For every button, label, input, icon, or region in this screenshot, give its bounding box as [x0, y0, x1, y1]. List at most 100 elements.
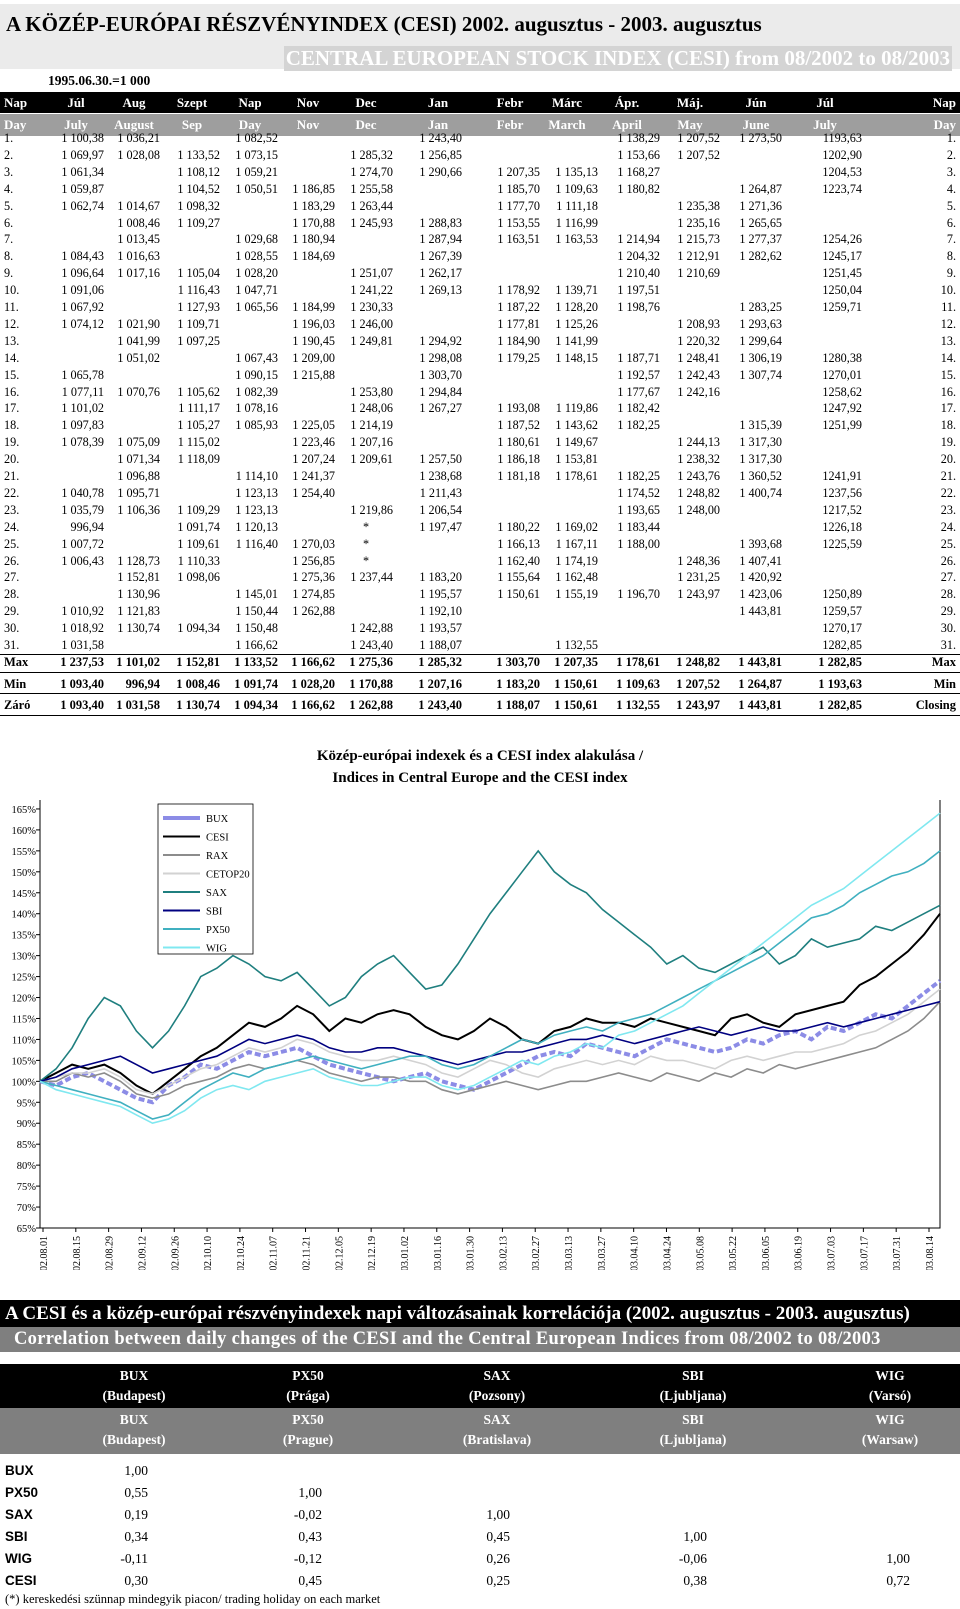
table-cell: 1280,38	[822, 350, 862, 365]
series-line-px50	[39, 850, 941, 1120]
table-cell: 12.	[4, 316, 20, 331]
table-cell: 7.	[946, 232, 956, 247]
stat-cell: 1 303,70	[496, 655, 540, 669]
stat-cell: 1 207,16	[418, 677, 462, 691]
correlation-header-cell: (Pozsony)	[468, 1388, 526, 1403]
title-bar: A KÖZÉP-EURÓPAI RÉSZVÉNYINDEX (CESI) 200…	[0, 4, 960, 71]
table-cell: 1 135,13	[555, 164, 598, 179]
month-label: Nov	[296, 117, 320, 132]
correlation-row: BUX 1,00	[0, 1460, 960, 1482]
table-cell: 1 178,61	[555, 469, 598, 483]
correlation-value: 0,34	[124, 1529, 148, 1544]
table-cell: 1 059,21	[235, 164, 278, 179]
stat-cell: 1 150,61	[554, 677, 598, 691]
month-label: Day	[238, 117, 262, 132]
correlation-value: 1,00	[298, 1485, 322, 1500]
table-row: 27. 1 152,81 1 098,06 1 275,36 1 237,44 1 183…	[0, 569, 960, 586]
legend-label: PX50	[206, 925, 230, 936]
correlation-value: 0,25	[486, 1573, 510, 1588]
month-label: Day	[4, 117, 27, 132]
table-cell: 1 085,93	[235, 418, 278, 433]
table-cell: 1 256,85	[292, 553, 335, 568]
x-tick-label: 02.08.29	[105, 1236, 116, 1270]
month-label: July	[813, 117, 837, 132]
row-separator	[0, 693, 960, 694]
correlation-value: 1,00	[683, 1529, 707, 1544]
table-cell: 1 163,51	[497, 232, 540, 247]
table-cell: 1 150,48	[235, 621, 278, 636]
table-cell: 1 014,67	[117, 198, 160, 213]
table-cell: 1 050,51	[235, 181, 278, 196]
table-cell: 1254,26	[822, 232, 862, 247]
stat-cell: 1 091,74	[234, 677, 278, 691]
table-cell: 1 269,13	[419, 283, 462, 298]
table-cell: 8.	[4, 249, 14, 264]
table-cell: 1 139,71	[555, 283, 598, 298]
table-cell: 1 255,58	[350, 181, 393, 196]
table-cell: 1270,17	[822, 621, 862, 636]
x-tick-label: 03.01.16	[433, 1236, 444, 1270]
table-cell: 1 186,85	[292, 181, 335, 196]
table-cell: 1 065,56	[235, 300, 278, 314]
table-cell: 28.	[4, 587, 20, 602]
correlation-header-cell: WIG	[875, 1368, 905, 1383]
table-cell: 1 263,44	[350, 198, 393, 213]
table-cell: 1 091,06	[61, 283, 104, 298]
table-cell: 24.	[940, 519, 956, 534]
table-cell: 1 243,97	[677, 587, 720, 602]
table-cell: 19.	[940, 435, 956, 450]
table-cell: 1 214,19	[350, 418, 393, 433]
table-cell: 1 235,16	[677, 215, 720, 230]
table-cell: 1247,92	[822, 401, 862, 416]
y-tick-label: 105%	[12, 1056, 37, 1067]
table-cell: 1 242,43	[677, 367, 720, 382]
table-cell: 1 257,50	[419, 452, 462, 467]
table-cell: 1 209,00	[292, 350, 335, 365]
table-cell: 1 029,68	[235, 232, 278, 247]
table-cell: 1 071,34	[117, 452, 160, 467]
table-cell: 1 115,02	[177, 435, 220, 450]
table-row: 28. 1 130,96 1 145,01 1 274,85 1 195,57 1 150…	[0, 586, 960, 603]
table-cell: 1 238,68	[419, 469, 462, 483]
table-cell: 1 116,43	[177, 283, 220, 298]
table-cell: 1250,89	[822, 587, 862, 602]
month-label: Júl	[67, 95, 85, 110]
table-cell: 1259,71	[822, 300, 862, 314]
correlation-header-cell: (Prága)	[286, 1388, 330, 1403]
table-cell: 1 100,38	[61, 131, 104, 145]
table-cell: 1 167,11	[555, 536, 598, 551]
table-cell: 1 155,64	[497, 570, 540, 585]
x-tick-label: 03.07.31	[892, 1236, 903, 1270]
table-cell: 1 109,71	[177, 316, 220, 331]
correlation-header-cell: (Prague)	[282, 1432, 334, 1447]
table-cell: 1 111,18	[556, 198, 598, 213]
legend-label: CETOP20	[206, 870, 250, 881]
table-cell: 1 028,20	[235, 266, 278, 281]
table-cell: 1 109,63	[555, 181, 598, 196]
table-cell: 1 010,92	[61, 604, 104, 619]
table-cell: 1 130,96	[117, 587, 160, 602]
series-line-cetop20	[39, 988, 941, 1095]
table-cell: 1 182,25	[617, 469, 660, 483]
table-cell: 1 021,90	[117, 316, 160, 331]
table-cell: 1270,01	[822, 367, 862, 382]
month-label: May	[677, 117, 703, 132]
table-cell: 1 017,16	[117, 266, 160, 281]
x-tick-label: 02.09.12	[137, 1236, 148, 1270]
table-cell: 1 163,53	[555, 232, 598, 247]
table-row: 20. 1 071,34 1 118,09 1 207,24 1 209,61 1 257…	[0, 451, 960, 468]
stat-cell: 1 130,74	[176, 698, 220, 712]
table-cell: 1 190,45	[292, 333, 335, 348]
table-cell: 1 207,35	[497, 164, 540, 179]
table-cell: 25.	[940, 536, 956, 551]
table-cell: 1 360,52	[739, 469, 782, 483]
table-cell: 5.	[946, 198, 956, 213]
month-label: Nov	[296, 95, 320, 110]
table-cell: 1 198,76	[617, 300, 660, 314]
table-cell: 1 210,40	[617, 266, 660, 281]
table-cell: 1 121,83	[117, 604, 160, 619]
table-cell: 1 123,13	[235, 502, 278, 517]
table-cell: 1 128,20	[555, 300, 598, 314]
table-cell: 1 062,74	[61, 198, 104, 213]
table-cell: 1 105,27	[177, 418, 220, 433]
